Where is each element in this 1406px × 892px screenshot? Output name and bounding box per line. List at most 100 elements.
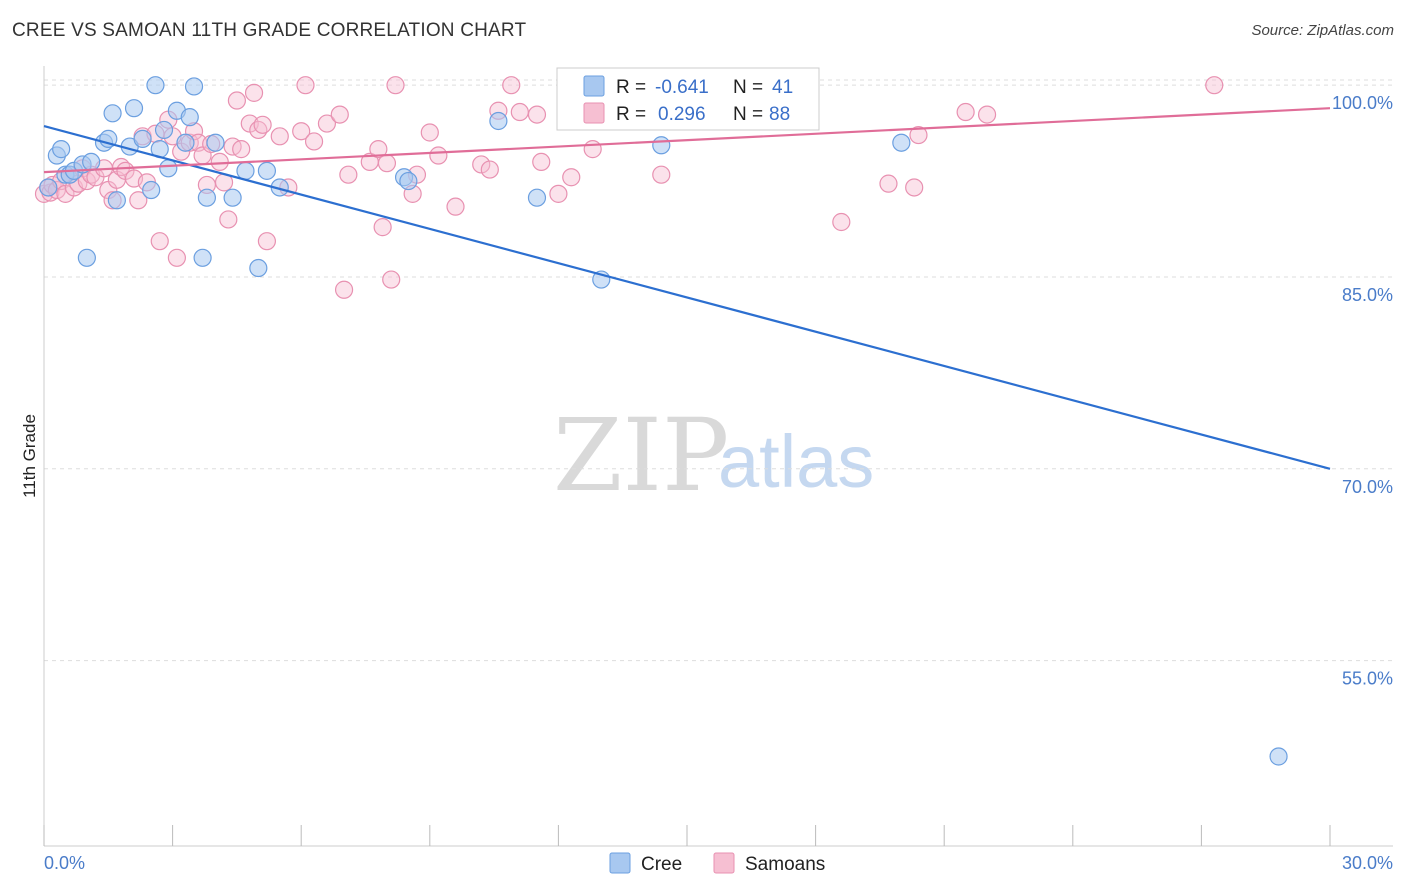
samoans-point [334,280,354,299]
samoans-point [257,232,277,251]
samoans-point [210,152,229,172]
legend-r-label-cree: R = [616,77,646,98]
cree-point [249,258,268,278]
cree-point [103,104,122,123]
samoans-point [562,168,581,187]
samoans-point [909,125,928,145]
samoans-point [832,212,851,232]
cree-point [197,188,216,207]
legend-swatch-samoans [583,102,605,124]
samoans-point [369,140,388,159]
legend-swatch-cree [583,75,605,97]
cree-point [489,111,508,131]
legend-r-value-cree: -0.641 [655,77,709,98]
source-label: Source: ZipAtlas.com [1251,22,1394,39]
samoans-point [270,127,289,146]
y-tick-label: 100.0% [1332,93,1393,113]
samoans-point [386,76,405,95]
samoans-point [317,114,337,133]
legend-box: R = -0.641 N = 41 R = 0.296 N = 88 [556,67,820,131]
samoans-point [905,178,924,197]
samoans-point [227,91,246,110]
samoans-point [1205,76,1224,95]
legend-n-label-samoans: N = [733,104,763,125]
legend-r-label-samoans: R = [616,104,646,125]
watermark-atlas: atlas [718,420,874,503]
cree-point [1269,747,1288,766]
samoans-point [532,152,551,172]
samoans-point [583,140,602,159]
samoans-point [549,184,568,203]
cree-point [184,77,204,96]
y-tick-label: 55.0% [1342,669,1393,689]
samoans-point [373,218,392,237]
cree-point [176,133,195,152]
samoans-point [253,115,272,134]
legend-n-value-samoans: 88 [769,104,790,125]
cree-point [892,133,911,152]
cree-point [159,159,178,178]
chart-title: CREE VS SAMOAN 11TH GRADE CORRELATION CH… [12,20,527,41]
samoans-trend-line [43,107,1331,174]
legend-n-value-cree: 41 [772,77,793,98]
y-tick-labels: 100.0% 85.0% 70.0% 55.0% [1332,93,1393,688]
x-tick-labels: 0.0% 30.0% [44,853,1393,873]
x-tick-label-left: 0.0% [44,853,85,873]
cree-point [399,171,418,191]
samoans-point [652,165,671,184]
samoans-point [219,210,238,229]
samoans-point [129,191,148,210]
samoans-point [339,165,358,184]
y-tick-label: 70.0% [1342,477,1393,497]
samoans-point [232,140,251,159]
samoans-point [429,146,448,165]
samoans-point [420,123,439,142]
samoans-point [377,154,397,173]
samoans-point [502,76,521,95]
samoans-point [446,197,465,216]
bottom-legend-samoans: Samoans [745,854,825,875]
samoans-point [382,270,401,289]
cree-point [257,161,277,180]
legend-n-label-cree: N = [733,77,763,98]
cree-point [39,178,58,197]
samoans-point [480,160,499,179]
legend-r-value-samoans: 0.296 [658,104,706,125]
cree-point [236,161,255,180]
samoans-points [34,76,1224,299]
cree-point [124,99,144,118]
trend-lines [43,107,1331,470]
samoans-point [296,76,315,95]
samoans-point [472,155,491,174]
samoans-point [510,102,529,122]
cree-point [142,180,161,200]
cree-point [193,248,212,267]
samoans-point [244,83,264,102]
samoans-point [956,102,975,122]
x-tick-label-right: 30.0% [1342,853,1393,873]
cree-point [52,140,71,159]
samoans-point [330,105,349,124]
bottom-legend: Cree Samoans [609,852,825,875]
cree-point [527,188,547,207]
cree-point [77,248,96,267]
samoans-point [304,132,324,151]
cree-point [133,129,152,148]
cree-point [652,136,671,155]
samoans-point [150,232,169,251]
bottom-legend-swatch-samoans [713,852,735,874]
cree-point [154,120,174,140]
samoans-point [527,105,547,124]
cree-point [180,108,199,127]
y-tick-label: 85.0% [1342,285,1393,305]
watermark-zip: ZIP [553,397,729,514]
samoans-point [292,122,311,141]
cree-trend-line [43,125,1331,470]
cree-point [206,133,225,152]
y-axis-title: 11th Grade [20,414,39,498]
bottom-legend-cree: Cree [641,854,682,875]
cree-point [146,76,165,95]
cree-point [107,191,126,210]
samoans-point [879,174,898,193]
